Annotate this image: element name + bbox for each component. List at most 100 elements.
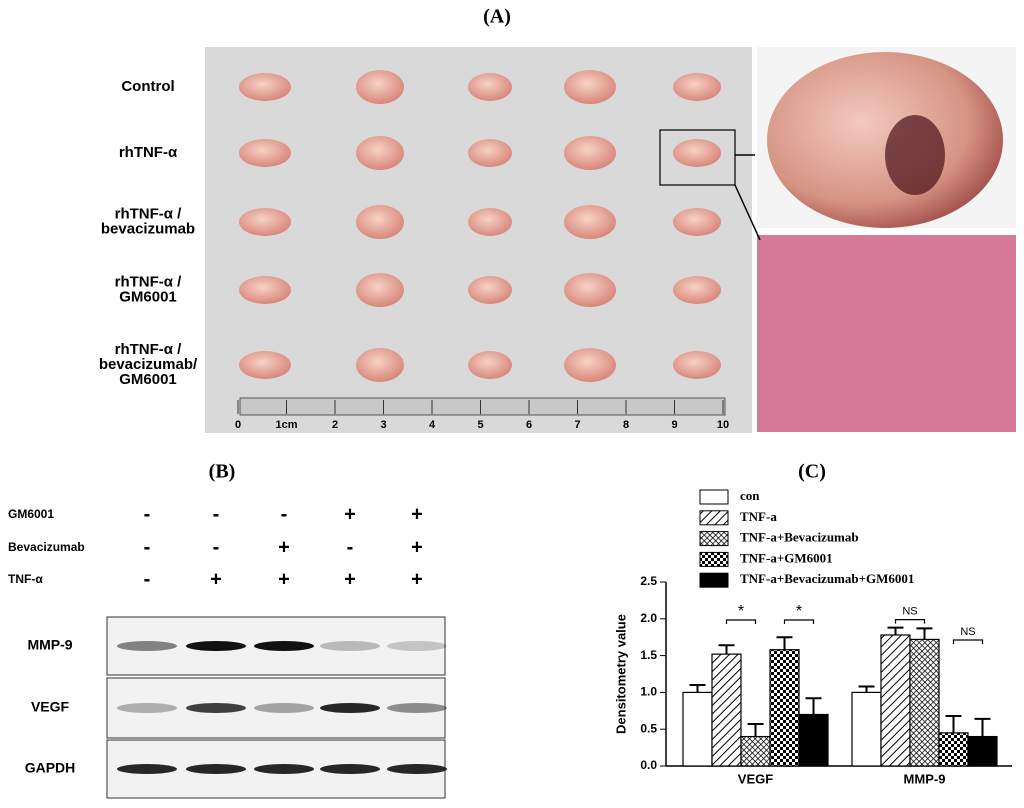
- error-bar: [974, 717, 991, 737]
- significance-label: NS: [960, 626, 975, 638]
- significance-bracket: [783, 619, 815, 624]
- chart-title: (C): [798, 461, 826, 483]
- legend-swatch: [699, 510, 729, 526]
- blot-band: [117, 764, 177, 774]
- blot-band: [117, 703, 177, 713]
- row-label: rhTNF-α: [119, 144, 178, 161]
- condition-sign: +: [210, 568, 222, 590]
- tumor-photo: [356, 70, 404, 104]
- ruler-label: 9: [671, 419, 677, 431]
- bar: [938, 732, 969, 767]
- condition-sign: +: [411, 568, 423, 590]
- tumor-photo: [356, 205, 404, 239]
- legend-label: TNF-a+Bevacizumab: [740, 530, 859, 545]
- significance-bracket: [952, 639, 984, 644]
- blot-band: [320, 703, 380, 713]
- ruler-label: 8: [623, 419, 629, 431]
- tumor-photo: [239, 73, 291, 101]
- histology-image: [757, 235, 1016, 432]
- y-tick-label: 1.0: [640, 685, 657, 699]
- hemorrhage: [885, 115, 945, 195]
- tumor-photo: [468, 73, 512, 101]
- blot-label: VEGF: [31, 699, 70, 715]
- tumor-photo: [564, 70, 616, 104]
- ruler-label: 3: [380, 419, 386, 431]
- bar: [967, 735, 998, 767]
- tumor-photo: [468, 208, 512, 236]
- tumor-photo: [468, 276, 512, 304]
- panel-label: (A): [483, 6, 511, 28]
- tumor-photo: [356, 273, 404, 307]
- condition-sign: -: [281, 503, 288, 525]
- legend-swatch: [699, 531, 729, 547]
- row-label: Control: [121, 78, 174, 95]
- tumor-photo: [564, 136, 616, 170]
- significance-label: *: [796, 603, 802, 620]
- ruler-label: 5: [477, 419, 483, 431]
- blot-label: GAPDH: [25, 760, 76, 776]
- blot-band: [254, 641, 314, 651]
- tumor-photo: [356, 348, 404, 382]
- blot-band: [387, 764, 447, 774]
- error-bar: [805, 697, 822, 715]
- row-label: rhTNF-α /: [115, 341, 183, 358]
- condition-label: GM6001: [8, 507, 54, 521]
- zoom-arrow: [734, 184, 761, 241]
- condition-label: Bevacizumab: [8, 540, 85, 554]
- blot-band: [186, 641, 246, 651]
- tumor-photo: [239, 208, 291, 236]
- ruler-label: 1cm: [275, 419, 297, 431]
- ruler-label: 0: [235, 419, 241, 431]
- tumor-photo: [673, 351, 721, 379]
- tumor-closeup-shape: [767, 52, 1003, 228]
- legend-swatch: [699, 551, 729, 567]
- error-bar: [887, 626, 904, 635]
- condition-sign: +: [344, 568, 356, 590]
- tumor-photo: [468, 139, 512, 167]
- blot-band: [254, 764, 314, 774]
- legend-swatch: [699, 489, 729, 505]
- error-bar: [945, 714, 962, 733]
- condition-sign: +: [278, 536, 290, 558]
- bar: [909, 638, 940, 767]
- ruler: [239, 397, 726, 416]
- error-bar: [776, 636, 793, 650]
- error-bar: [747, 723, 764, 737]
- condition-sign: -: [144, 503, 151, 525]
- condition-sign: -: [144, 568, 151, 590]
- legend-label: TNF-a+Bevacizumab+GM6001: [740, 571, 914, 586]
- tumor-photo: [673, 73, 721, 101]
- panel-label: (B): [209, 461, 236, 483]
- error-bar: [916, 627, 933, 640]
- tumor-photo: [239, 351, 291, 379]
- significance-bracket: [725, 619, 757, 624]
- y-tick-label: 1.5: [640, 648, 657, 662]
- tumor-photo: [564, 205, 616, 239]
- condition-sign: +: [278, 568, 290, 590]
- bar: [711, 653, 742, 767]
- y-axis-label: Densitometry value: [613, 614, 628, 734]
- condition-sign: -: [347, 536, 354, 558]
- blot-band: [320, 641, 380, 651]
- legend-swatch: [699, 572, 729, 588]
- bar: [682, 691, 713, 767]
- y-tick-label: 2.0: [640, 611, 657, 625]
- ruler-label: 4: [429, 419, 436, 431]
- tumor-photo: [673, 276, 721, 304]
- row-label: bevacizumab/: [99, 356, 198, 373]
- ruler-label: 10: [717, 419, 729, 431]
- blot-label: MMP-9: [27, 637, 72, 653]
- error-bar: [689, 684, 706, 693]
- x-tick-label: MMP-9: [904, 771, 946, 786]
- row-label: rhTNF-α /: [115, 273, 183, 290]
- row-label: rhTNF-α /: [115, 205, 183, 222]
- legend-label: TNF-a: [740, 509, 777, 524]
- blot-band: [186, 764, 246, 774]
- tumor-photo: [468, 351, 512, 379]
- significance-label: NS: [902, 606, 917, 618]
- blot-band: [254, 703, 314, 713]
- legend-label: TNF-a+GM6001: [740, 550, 833, 565]
- row-label: bevacizumab: [101, 220, 195, 237]
- tumor-photo: [673, 139, 721, 167]
